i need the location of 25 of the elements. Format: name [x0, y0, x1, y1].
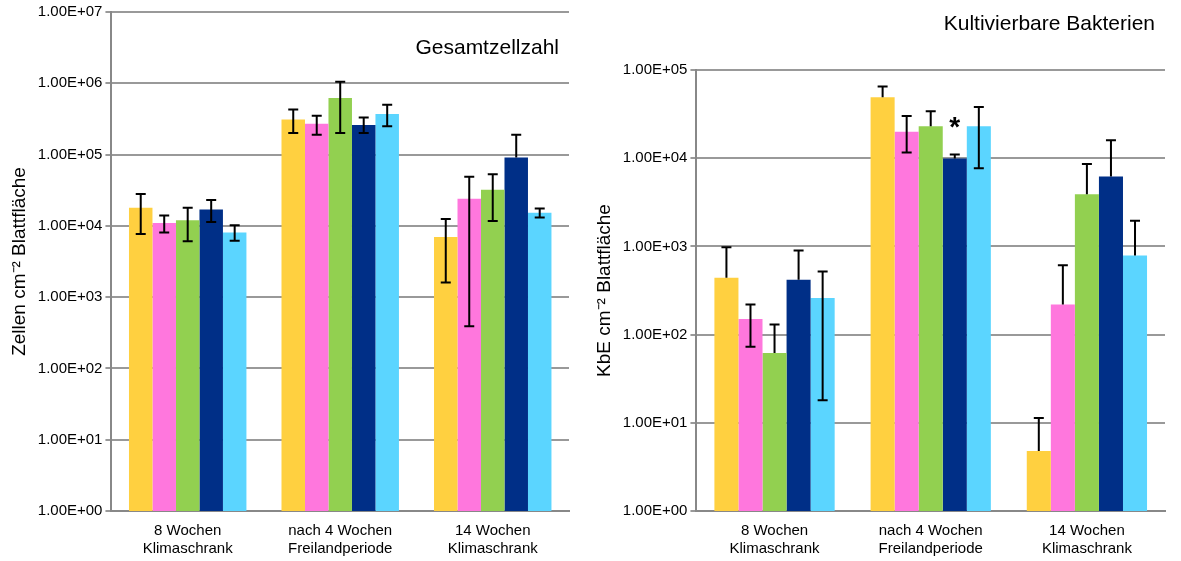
- y-tick-label: 1.00E+04: [622, 148, 688, 166]
- y-axis-title: Zellen cm⁻² Blattfläche: [7, 167, 29, 356]
- x-tick-label: 14 Wochen Klimaschrank: [1041, 521, 1133, 557]
- chart-title: Kultivierbare Bakterien: [943, 10, 1155, 34]
- y-tick-label: 1.00E+04: [37, 216, 103, 233]
- y-tick-label: 1.00E+05: [622, 60, 688, 78]
- y-tick-label: 1.00E+00: [37, 501, 103, 519]
- y-tick-label: 1.00E+00: [622, 501, 688, 519]
- y-tick-label: 1.00E+01: [622, 412, 688, 430]
- y-tick-label: 1.00E+03: [622, 236, 688, 254]
- y-tick-label: 1.00E+05: [37, 144, 103, 162]
- y-tick-label: 1.00E+01: [37, 429, 103, 447]
- x-tick-label: nach 4 Wochen Freilandperiode: [878, 521, 983, 557]
- y-axis-title: KbE cm⁻² Blattfläche: [592, 204, 614, 377]
- x-tick-label: nach 4 Wochen Freilandperiode: [288, 521, 393, 557]
- x-tick-label: 14 Wochen Klimaschrank: [447, 521, 539, 557]
- x-tick-label: 8 Wochen Klimaschrank: [729, 521, 821, 557]
- y-tick-label: 1.00E+03: [37, 287, 103, 305]
- annotation: *: [949, 111, 961, 143]
- y-tick-label: 1.00E+02: [622, 324, 688, 342]
- y-tick-label: 1.00E+07: [37, 2, 103, 20]
- y-tick-label: 1.00E+06: [37, 73, 103, 91]
- x-tick-label: 8 Wochen Klimaschrank: [142, 521, 234, 557]
- y-tick-label: 1.00E+02: [37, 358, 103, 376]
- text: Gesamtzellzahl: [415, 34, 559, 58]
